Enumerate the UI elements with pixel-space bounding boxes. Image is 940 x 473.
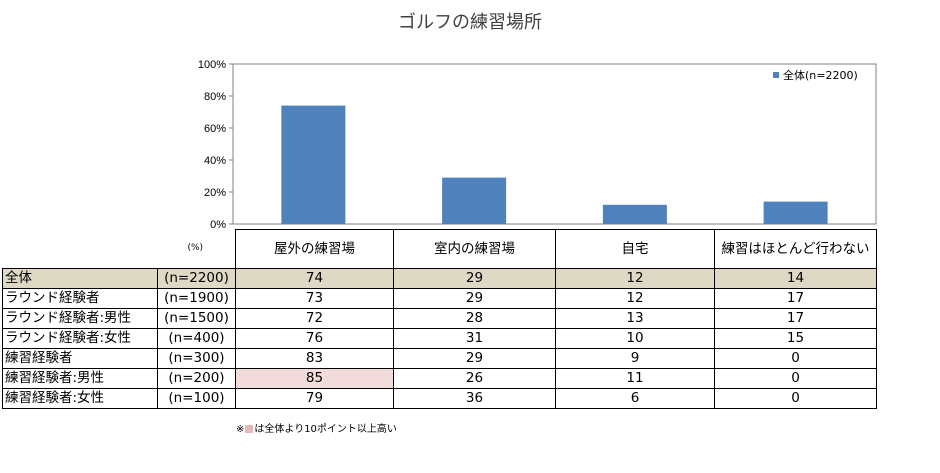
plot-border [232, 63, 877, 225]
row-label: ラウンド経験者:女性 [2, 328, 158, 349]
table-corner [3, 230, 158, 269]
row-label: 練習経験者 [2, 348, 158, 369]
value-cell: 28 [393, 308, 556, 329]
bar-chart: 0% 20% 40% 60% 80% 100% 全体(n=2200) [198, 59, 877, 230]
value-cell: 29 [393, 268, 556, 289]
value-cell: 79 [235, 388, 394, 409]
column-header: 自宅 [555, 229, 715, 269]
row-sample-size: (n=400) [157, 328, 236, 349]
table-row: 練習経験者:男性 (n=200) 85 26 11 0 [2, 368, 877, 389]
footnote-text: は全体より10ポイント以上高い [254, 424, 397, 435]
value-cell: 12 [555, 288, 715, 309]
value-cell: 13 [555, 308, 715, 329]
bar [763, 201, 828, 224]
row-label: 練習経験者:男性 [2, 368, 158, 389]
value-cell: 10 [555, 328, 715, 349]
table-row: ラウンド経験者:男性 (n=1500) 72 28 13 17 [2, 308, 877, 329]
row-sample-size: (n=300) [157, 348, 236, 369]
value-cell: 36 [393, 388, 556, 409]
row-sample-size: (n=2200) [157, 268, 236, 289]
bars-group [281, 105, 828, 224]
table-header-row: (%) 屋外の練習場 室内の練習場 自宅 練習はほとんど行わない [3, 229, 877, 269]
column-header: 屋外の練習場 [235, 229, 394, 269]
value-cell: 29 [393, 288, 556, 309]
value-cell: 76 [235, 328, 394, 349]
bar [442, 177, 507, 224]
column-header: 室内の練習場 [393, 229, 556, 269]
value-cell: 12 [555, 268, 715, 289]
y-tick-label: 60% [204, 123, 226, 135]
plot-area [232, 63, 877, 225]
row-sample-size: (n=100) [157, 388, 236, 409]
y-tick-label: 80% [204, 91, 226, 103]
row-label: 全体 [2, 268, 158, 289]
footnote: ※ は全体より10ポイント以上高い [236, 420, 397, 435]
value-cell: 72 [235, 308, 394, 329]
row-label: ラウンド経験者:男性 [2, 308, 158, 329]
legend: 全体(n=2200) [773, 68, 858, 82]
value-cell: 0 [714, 348, 877, 369]
value-cell: 15 [714, 328, 877, 349]
row-label: ラウンド経験者 [2, 288, 158, 309]
row-sample-size: (n=1900) [157, 288, 236, 309]
table-row: 練習経験者:女性 (n=100) 79 36 6 0 [2, 388, 877, 409]
value-cell: 11 [555, 368, 715, 389]
chart-title: ゴルフの練習場所 [398, 12, 542, 33]
value-cell: 9 [555, 348, 715, 369]
value-cell: 31 [393, 328, 556, 349]
value-cell: 26 [393, 368, 556, 389]
row-label: 練習経験者:女性 [2, 388, 158, 409]
value-cell: 6 [555, 388, 715, 409]
table-row: ラウンド経験者:女性 (n=400) 76 31 10 15 [2, 328, 877, 349]
row-sample-size: (n=1500) [157, 308, 236, 329]
table-row: 練習経験者 (n=300) 83 29 9 0 [2, 348, 877, 369]
value-cell: 83 [235, 348, 394, 369]
value-cell: 29 [393, 348, 556, 369]
value-cell: 17 [714, 308, 877, 329]
unit-label: (%) [157, 229, 236, 269]
value-cell: 14 [714, 268, 877, 289]
table-row: ラウンド経験者 (n=1900) 73 29 12 17 [2, 288, 877, 309]
column-header: 練習はほとんど行わない [714, 229, 877, 269]
y-axis: 0% 20% 40% 60% 80% 100% [198, 59, 233, 230]
legend-swatch [773, 72, 779, 78]
value-cell-highlighted: 85 [235, 368, 394, 389]
value-cell: 73 [235, 288, 394, 309]
y-tick-label: 0% [210, 219, 226, 230]
highlight-swatch-icon [245, 425, 254, 433]
y-tick-label: 20% [204, 187, 226, 199]
value-cell: 0 [714, 388, 877, 409]
bar [281, 105, 346, 224]
data-table: (%) 屋外の練習場 室内の練習場 自宅 練習はほとんど行わない 全体 (n=22… [2, 229, 877, 409]
footnote-prefix: ※ [236, 424, 245, 435]
legend-label: 全体(n=2200) [783, 68, 858, 82]
y-tick-label: 40% [204, 155, 226, 167]
value-cell: 74 [235, 268, 394, 289]
table-row-total: 全体 (n=2200) 74 29 12 14 [2, 268, 877, 289]
y-tick-label: 100% [198, 59, 226, 71]
bar [602, 204, 667, 224]
value-cell: 0 [714, 368, 877, 389]
value-cell: 17 [714, 288, 877, 309]
row-sample-size: (n=200) [157, 368, 236, 389]
